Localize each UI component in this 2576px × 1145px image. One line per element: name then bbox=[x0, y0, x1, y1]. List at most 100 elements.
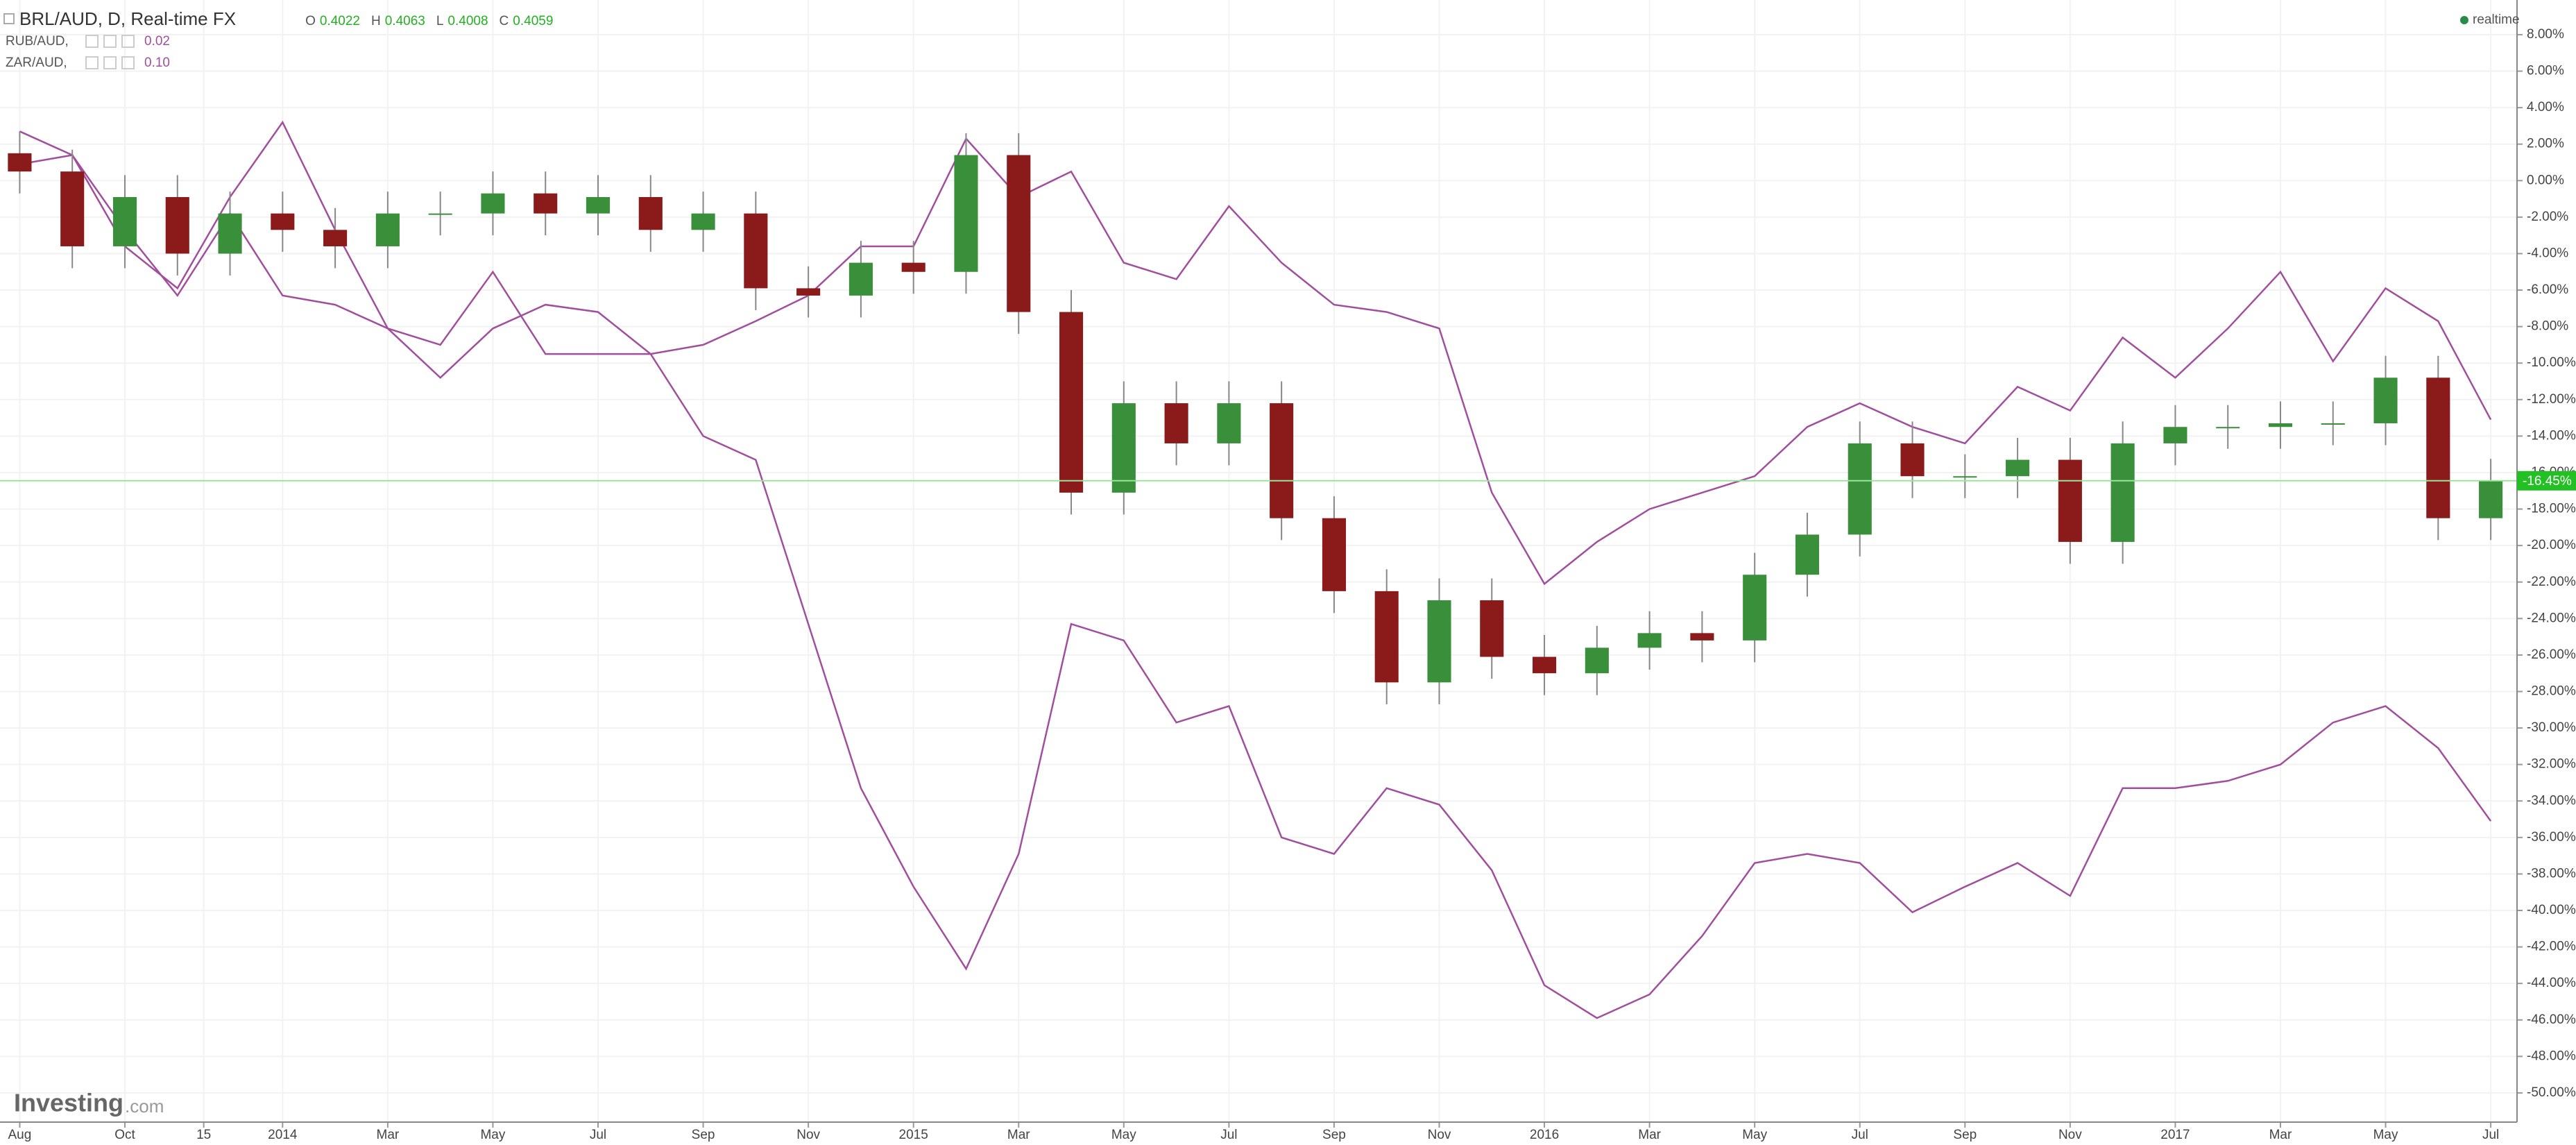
y-tick-label: -50.00% bbox=[2527, 1085, 2576, 1100]
candle-body bbox=[271, 213, 295, 230]
x-tick-label: Jul bbox=[2482, 1128, 2499, 1142]
ohlc-key: C bbox=[500, 14, 509, 28]
status: realtime bbox=[2473, 12, 2520, 27]
ohlc-key: O bbox=[305, 14, 316, 28]
watermark: Investing bbox=[14, 1089, 123, 1117]
candle-body bbox=[586, 196, 611, 214]
y-tick-label: 0.00% bbox=[2527, 173, 2564, 187]
candle-body bbox=[1270, 403, 1294, 518]
candle-body bbox=[2268, 423, 2293, 427]
candle-body bbox=[375, 213, 400, 246]
y-tick-label: -44.00% bbox=[2527, 976, 2576, 990]
candle-body bbox=[744, 213, 768, 289]
x-tick-label: Sep bbox=[692, 1128, 715, 1142]
candle-body bbox=[954, 155, 978, 272]
legend-button[interactable] bbox=[103, 35, 117, 48]
x-tick-label: Mar bbox=[1007, 1128, 1030, 1142]
y-tick-label: -42.00% bbox=[2527, 940, 2576, 954]
candle-body bbox=[481, 193, 505, 214]
chart-title: BRL/AUD, D, Real-time FX bbox=[19, 8, 236, 29]
header: BRL/AUD, D, Real-time FX O 0.4022 H 0.4063 L 0… bbox=[3, 8, 2520, 1117]
legend-button[interactable] bbox=[85, 56, 99, 69]
candle-body bbox=[1848, 443, 1872, 535]
y-tick-label: -6.00% bbox=[2527, 282, 2568, 297]
y-tick-label: -12.00% bbox=[2527, 392, 2576, 407]
y-tick-label: -24.00% bbox=[2527, 611, 2576, 625]
x-tick-label: 2017 bbox=[2160, 1128, 2190, 1142]
legend-button[interactable] bbox=[121, 35, 135, 48]
candle-body bbox=[2006, 459, 2030, 477]
legend-button[interactable] bbox=[121, 56, 135, 69]
candle-body bbox=[848, 262, 873, 296]
y-tick-label: 6.00% bbox=[2527, 64, 2564, 78]
x-tick-label: Jul bbox=[1220, 1128, 1237, 1142]
y-tick-label: 8.00% bbox=[2527, 27, 2564, 42]
candle-body bbox=[1217, 403, 1241, 443]
y-tick-label: -28.00% bbox=[2527, 684, 2576, 699]
candle-body bbox=[2216, 427, 2240, 429]
candle-body bbox=[1953, 476, 1977, 478]
x-tick-label: 2016 bbox=[1530, 1128, 1559, 1142]
candle-body bbox=[1059, 312, 1084, 493]
ohlc-value: 0.4008 bbox=[447, 14, 488, 28]
y-tick-label: -10.00% bbox=[2527, 355, 2576, 370]
collapse-icon[interactable] bbox=[3, 13, 15, 24]
legend-value: 0.02 bbox=[144, 34, 170, 49]
candle-body bbox=[2163, 427, 2187, 443]
legend-button[interactable] bbox=[85, 35, 99, 48]
candle-body bbox=[1637, 633, 1662, 648]
candle-body bbox=[2373, 378, 2398, 423]
x-tick-label: Nov bbox=[1428, 1128, 1451, 1142]
ohlc-key: L bbox=[436, 14, 444, 28]
candle-body bbox=[691, 213, 715, 230]
y-tick-label: -20.00% bbox=[2527, 538, 2576, 552]
candle-body bbox=[1900, 443, 1925, 477]
ohlc-key: H bbox=[371, 14, 381, 28]
y-tick-label: -22.00% bbox=[2527, 575, 2576, 589]
x-tick-label: 2015 bbox=[899, 1128, 928, 1142]
x-tick-label: Mar bbox=[377, 1128, 400, 1142]
x-tick-label: Mar bbox=[1638, 1128, 1661, 1142]
ohlc-value: 0.4063 bbox=[385, 14, 425, 28]
candle-body bbox=[60, 171, 85, 246]
y-tick-label: -14.00% bbox=[2527, 428, 2576, 443]
y-tick-label: -2.00% bbox=[2527, 210, 2568, 224]
candle-body bbox=[1480, 600, 1504, 657]
x-tick-label: Sep bbox=[1953, 1128, 1977, 1142]
legend-value: 0.10 bbox=[144, 56, 170, 70]
candle-body bbox=[1690, 633, 1714, 641]
candle-body bbox=[2426, 378, 2450, 518]
x-tick-label: May bbox=[2373, 1128, 2398, 1142]
y-tick-label: -38.00% bbox=[2527, 866, 2576, 881]
x-tick-label: Nov bbox=[2058, 1128, 2082, 1142]
candle-body bbox=[1374, 591, 1399, 683]
x-tick-label: Aug bbox=[8, 1128, 32, 1142]
legend-name: RUB/AUD, bbox=[6, 34, 69, 49]
candle-body bbox=[1322, 518, 1346, 591]
watermark-suffix: .com bbox=[125, 1096, 164, 1117]
x-tick-label: May bbox=[1111, 1128, 1136, 1142]
x-tick-label: Sep bbox=[1322, 1128, 1346, 1142]
candle-body bbox=[165, 196, 189, 254]
legend-button[interactable] bbox=[103, 56, 117, 69]
y-tick-label: -26.00% bbox=[2527, 647, 2576, 662]
y-tick-label: 4.00% bbox=[2527, 100, 2564, 114]
candle-body bbox=[218, 213, 242, 254]
y-tick-label: -8.00% bbox=[2527, 319, 2568, 334]
x-tick-label: Nov bbox=[796, 1128, 820, 1142]
y-tick-label: -30.00% bbox=[2527, 720, 2576, 735]
candle-body bbox=[2058, 459, 2082, 542]
y-tick-label: -48.00% bbox=[2527, 1049, 2576, 1063]
x-tick-label: 15 bbox=[196, 1128, 211, 1142]
plot-area bbox=[0, 120, 2517, 1019]
x-tick-label: May bbox=[1742, 1128, 1767, 1142]
x-tick-label: Mar bbox=[2269, 1128, 2292, 1142]
y-tick-label: 2.00% bbox=[2527, 137, 2564, 151]
candle-body bbox=[428, 213, 452, 215]
candle-body bbox=[901, 262, 926, 272]
x-tick-label: Jul bbox=[1852, 1128, 1868, 1142]
x-tick-label: May bbox=[480, 1128, 505, 1142]
